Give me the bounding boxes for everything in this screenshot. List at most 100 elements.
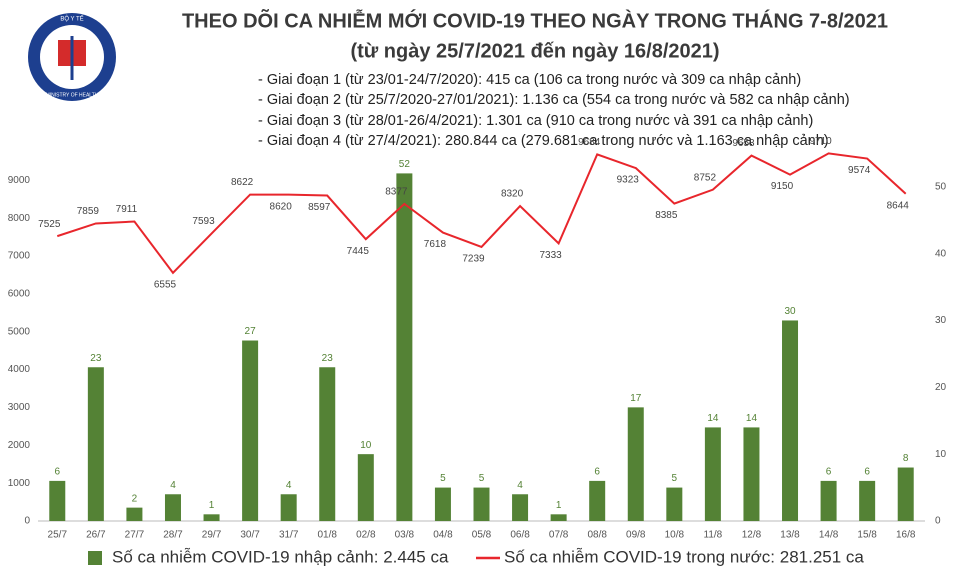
bar-value-label: 5 xyxy=(479,473,485,484)
bar xyxy=(203,514,220,521)
bar-value-label: 17 xyxy=(630,393,642,404)
bar xyxy=(280,494,297,521)
bar-value-label: 1 xyxy=(209,500,215,511)
line-value-label: 6555 xyxy=(154,279,177,290)
y2-tick-label: 10 xyxy=(935,449,947,460)
y-tick-label: 7000 xyxy=(8,251,31,262)
bar-value-label: 6 xyxy=(864,467,870,478)
legend-swatch xyxy=(88,551,102,565)
logo-text: BỘ Y TẾ xyxy=(60,16,83,23)
note: - Giai đoạn 4 (từ 27/4/2021): 280.844 ca… xyxy=(258,133,829,149)
x-tick-label: 31/7 xyxy=(279,530,299,541)
y-tick-label: 2000 xyxy=(8,440,31,451)
bar xyxy=(550,514,567,521)
line-value-label: 9684 xyxy=(578,137,601,148)
legend-label: Số ca nhiễm COVID-19 trong nước: 281.251… xyxy=(504,547,864,566)
bar xyxy=(319,367,336,521)
line-value-label: 8385 xyxy=(655,210,678,221)
bar-value-label: 14 xyxy=(707,413,719,424)
line-value-label: 7859 xyxy=(77,206,100,217)
bar-value-label: 6 xyxy=(55,467,61,478)
bar xyxy=(164,494,181,521)
chart-subtitle: (từ ngày 25/7/2021 đến ngày 16/8/2021) xyxy=(350,40,719,62)
bar-value-label: 23 xyxy=(90,353,102,364)
line-value-label: 9574 xyxy=(848,165,871,176)
line-value-label: 7445 xyxy=(347,246,370,257)
x-tick-label: 03/8 xyxy=(395,530,415,541)
bar-value-label: 4 xyxy=(517,480,523,491)
bar-value-label: 6 xyxy=(594,467,600,478)
line-value-label: 8644 xyxy=(887,200,910,211)
y-tick-label: 0 xyxy=(24,516,30,527)
bar xyxy=(126,507,143,521)
x-tick-label: 08/8 xyxy=(587,530,607,541)
bar xyxy=(357,454,374,521)
y-tick-label: 8000 xyxy=(8,213,31,224)
y-tick-label: 5000 xyxy=(8,326,31,337)
bar-value-label: 8 xyxy=(903,453,909,464)
line xyxy=(56,152,907,275)
line-value-label: 7525 xyxy=(38,219,61,230)
x-tick-label: 26/7 xyxy=(86,530,106,541)
x-tick-label: 25/7 xyxy=(48,530,68,541)
line-value-label: 7911 xyxy=(116,204,138,215)
line-value-label: 8320 xyxy=(501,189,524,200)
bar xyxy=(897,467,914,521)
chart-title: THEO DÕI CA NHIỄM MỚI COVID-19 THEO NGÀY… xyxy=(182,8,888,32)
bar-value-label: 14 xyxy=(746,413,758,424)
x-tick-label: 09/8 xyxy=(626,530,646,541)
bar-value-label: 10 xyxy=(360,440,372,451)
x-tick-label: 12/8 xyxy=(742,530,762,541)
x-tick-label: 04/8 xyxy=(433,530,453,541)
bar-value-label: 1 xyxy=(556,500,562,511)
bar xyxy=(743,427,760,521)
bar-value-label: 6 xyxy=(826,467,832,478)
bar xyxy=(242,340,259,521)
bar-value-label: 4 xyxy=(170,480,176,491)
note: - Giai đoạn 1 (từ 23/01-24/7/2020): 415 … xyxy=(258,72,801,88)
x-tick-label: 13/8 xyxy=(780,530,800,541)
x-tick-label: 05/8 xyxy=(472,530,492,541)
x-tick-label: 01/8 xyxy=(318,530,338,541)
bar xyxy=(589,480,606,521)
line-value-label: 8752 xyxy=(694,172,717,183)
y-tick-label: 6000 xyxy=(8,288,31,299)
y-tick-label: 1000 xyxy=(8,478,31,489)
bar-value-label: 30 xyxy=(784,306,796,317)
x-tick-label: 14/8 xyxy=(819,530,839,541)
y2-tick-label: 30 xyxy=(935,315,947,326)
line-value-label: 9653 xyxy=(732,138,755,149)
bar xyxy=(512,494,529,521)
x-tick-label: 27/7 xyxy=(125,530,145,541)
bar xyxy=(782,320,799,521)
bar xyxy=(434,487,451,521)
bar xyxy=(49,480,66,521)
line-value-label: 7593 xyxy=(192,216,215,227)
line-value-label: 9710 xyxy=(809,136,832,147)
logo-text: MINISTRY OF HEALTH xyxy=(46,92,99,98)
bar-value-label: 4 xyxy=(286,480,292,491)
line-value-label: 7618 xyxy=(424,239,447,250)
line-value-label: 8622 xyxy=(231,177,254,188)
bar-value-label: 23 xyxy=(322,353,334,364)
logo: BỘ Y TẾ MINISTRY OF HEALTH xyxy=(28,13,116,101)
bar xyxy=(704,427,721,521)
bar xyxy=(627,407,644,521)
y-tick-label: 3000 xyxy=(8,402,31,413)
line-value-label: 8620 xyxy=(270,201,293,212)
line-value-label: 9323 xyxy=(617,175,640,186)
bar-value-label: 5 xyxy=(440,473,446,484)
line-value-label: 8377 xyxy=(385,187,408,198)
x-tick-label: 16/8 xyxy=(896,530,916,541)
x-tick-label: 07/8 xyxy=(549,530,569,541)
y-tick-label: 4000 xyxy=(8,364,31,375)
bar xyxy=(820,480,837,521)
y2-tick-label: 50 xyxy=(935,181,947,192)
y2-tick-label: 40 xyxy=(935,248,947,259)
note: - Giai đoạn 2 (từ 25/7/2020-27/01/2021):… xyxy=(258,92,850,108)
bar-value-label: 52 xyxy=(399,159,411,170)
line-value-label: 9150 xyxy=(771,181,794,192)
bar xyxy=(396,173,413,521)
line-value-label: 8597 xyxy=(308,202,331,213)
